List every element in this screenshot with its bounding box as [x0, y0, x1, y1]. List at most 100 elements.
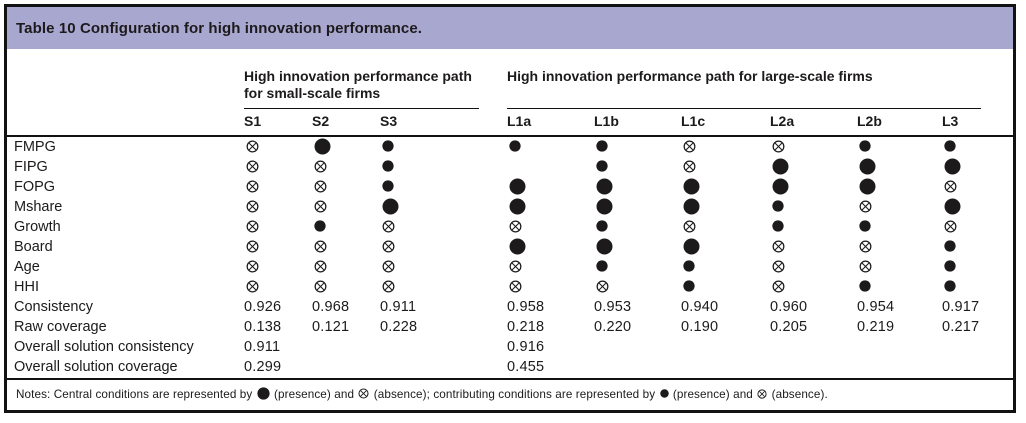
condition-cell — [312, 197, 380, 217]
presence-contributing-icon — [596, 160, 608, 172]
presence-central-icon — [314, 138, 331, 155]
absence-contributing-icon — [314, 180, 327, 193]
value-text: 0.228 — [380, 319, 418, 335]
presence-contributing-icon — [944, 140, 956, 152]
presence-contributing-icon — [659, 389, 669, 399]
absence-contributing-icon — [509, 220, 522, 233]
condition-cell — [681, 217, 770, 237]
value-text: 0.960 — [770, 299, 808, 315]
absence-contributing-icon — [246, 200, 259, 213]
presence-contributing-icon — [382, 140, 394, 152]
presence-contributing-icon — [944, 240, 956, 252]
row-label-column-stub — [7, 109, 244, 135]
condition-cell — [942, 197, 1013, 217]
condition-cell — [770, 277, 857, 297]
condition-cell — [594, 217, 681, 237]
table-row: HHI — [7, 277, 1013, 297]
value-cell: 0.138 — [244, 317, 312, 337]
condition-cell — [244, 237, 312, 257]
condition-cell — [507, 237, 594, 257]
presence-central-icon — [772, 158, 789, 175]
group-header-large-scale: High innovation performance path for lar… — [507, 68, 981, 109]
value-text: 0.940 — [681, 299, 719, 315]
condition-cell — [594, 197, 681, 217]
condition-cell — [770, 217, 857, 237]
value-text: 0.954 — [857, 299, 895, 315]
notes-text: (absence); contributing conditions are r… — [370, 388, 659, 401]
condition-cell — [312, 137, 380, 157]
condition-cell — [312, 217, 380, 237]
absence-contributing-icon — [246, 140, 259, 153]
value-cell: 0.190 — [681, 317, 770, 337]
absence-contributing-icon — [757, 389, 767, 399]
value-text: 0.218 — [507, 319, 545, 335]
absence-contributing-icon — [683, 160, 696, 173]
absence-contributing-icon — [596, 280, 609, 293]
presence-contributing-icon — [382, 160, 394, 172]
presence-contributing-icon — [683, 280, 695, 292]
table-row: FIPG — [7, 157, 1013, 177]
absence-contributing-icon — [509, 280, 522, 293]
absence-contributing-icon — [683, 140, 696, 153]
row-label: FOPG — [14, 179, 56, 195]
presence-central-icon — [683, 238, 700, 255]
condition-cell — [681, 137, 770, 157]
value-cell: 0.205 — [770, 317, 857, 337]
absence-contributing-icon — [314, 200, 327, 213]
condition-cell — [594, 157, 681, 177]
presence-central-icon — [596, 178, 613, 195]
column-header-s2: S2 — [312, 113, 330, 129]
absence-contributing-icon — [772, 240, 785, 253]
condition-cell — [942, 157, 1013, 177]
condition-cell — [507, 177, 594, 197]
absence-contributing-icon — [246, 240, 259, 253]
condition-cell — [507, 137, 594, 157]
condition-cell — [770, 197, 857, 217]
condition-cell — [681, 257, 770, 277]
table-row: Growth — [7, 217, 1013, 237]
condition-cell — [380, 177, 507, 197]
presence-central-icon — [596, 198, 613, 215]
value-text: 0.299 — [244, 359, 282, 375]
condition-cell — [942, 277, 1013, 297]
value-cell: 0.217 — [942, 317, 1013, 337]
condition-cell — [244, 277, 312, 297]
value-cell: 0.220 — [594, 317, 681, 337]
presence-central-icon — [944, 198, 961, 215]
row-label: Raw coverage — [14, 319, 107, 335]
absence-contributing-icon — [246, 220, 259, 233]
notes-text: (presence) and — [270, 388, 358, 401]
condition-cell — [857, 157, 942, 177]
value-cell — [681, 337, 770, 357]
absence-contributing-icon — [246, 280, 259, 293]
value-text: 0.219 — [857, 319, 895, 335]
absence-contributing-icon — [509, 260, 522, 273]
condition-cell — [942, 137, 1013, 157]
table-row: Board — [7, 237, 1013, 257]
value-cell — [770, 337, 857, 357]
condition-cell — [312, 157, 380, 177]
condition-cell — [770, 257, 857, 277]
presence-contributing-icon — [596, 260, 608, 272]
presence-central-icon — [509, 198, 526, 215]
condition-cell — [857, 197, 942, 217]
presence-central-icon — [509, 238, 526, 255]
table-frame: Table 10 Configuration for high innovati… — [4, 4, 1016, 413]
group-header-small-scale: High innovation performance path for sma… — [244, 68, 479, 109]
condition-cell — [380, 237, 507, 257]
absence-contributing-icon — [246, 160, 259, 173]
table-row: Age — [7, 257, 1013, 277]
condition-cell — [244, 257, 312, 277]
condition-cell — [507, 257, 594, 277]
presence-central-icon — [257, 387, 270, 401]
table-row: Raw coverage 0.138 0.121 0.228 0.218 0.220 0.1… — [7, 317, 1013, 337]
presence-contributing-icon — [772, 220, 784, 232]
presence-central-icon — [683, 198, 700, 215]
absence-contributing-icon — [772, 280, 785, 293]
table-row: Overall solution consistency 0.911 0.916 — [7, 337, 1013, 357]
absence-contributing-icon — [246, 260, 259, 273]
absence-contributing-icon — [314, 160, 327, 173]
presence-central-icon — [596, 238, 613, 255]
presence-contributing-icon — [859, 280, 871, 292]
value-cell — [681, 357, 770, 377]
